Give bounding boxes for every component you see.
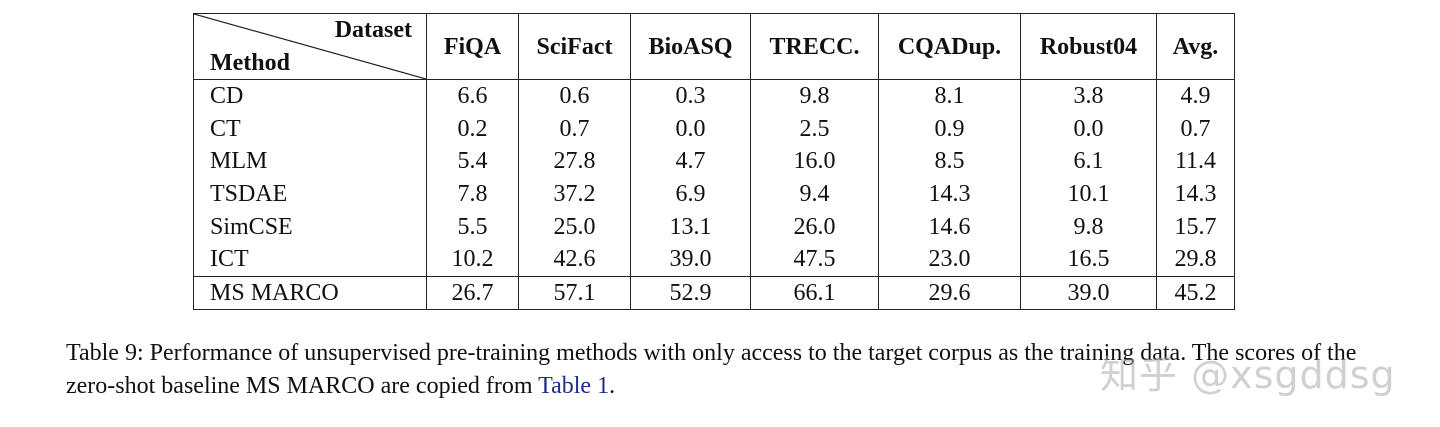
column-header: Robust04 (1020, 13, 1157, 80)
score-cell: 14.6 (878, 210, 1021, 243)
score-cell: 9.4 (750, 177, 879, 211)
column-header: BioASQ (630, 13, 751, 80)
method-cell: MLM (193, 145, 427, 178)
table-row: CD 6.6 0.6 0.3 9.8 8.1 3.8 4.9 (193, 79, 1235, 113)
score-cell: 29.8 (1156, 242, 1235, 277)
score-cell: 14.3 (878, 177, 1021, 211)
score-cell: 5.5 (426, 210, 519, 243)
score-cell: 42.6 (518, 242, 631, 277)
score-cell: 15.7 (1156, 210, 1235, 243)
score-cell: 29.6 (878, 275, 1021, 311)
caption-end: . (609, 373, 616, 399)
score-cell: 66.1 (750, 275, 879, 311)
corner-header-cell: Dataset Method (193, 13, 427, 80)
score-cell: 16.0 (750, 145, 879, 178)
score-cell: 27.8 (518, 145, 631, 178)
score-cell: 13.1 (630, 210, 751, 243)
score-cell: 16.5 (1020, 242, 1157, 277)
method-cell: MS MARCO (193, 275, 427, 311)
score-cell: 39.0 (630, 242, 751, 277)
score-cell: 26.7 (426, 275, 519, 311)
score-cell: 5.4 (426, 145, 519, 178)
watermark: 知乎 @xsgddsg (1100, 353, 1396, 397)
score-cell: 47.5 (750, 242, 879, 277)
table-row: MS MARCO 26.7 57.1 52.9 66.1 29.6 39.0 45.2 (193, 275, 1235, 311)
table-caption: Table 9: Performance of unsupervised pre… (66, 337, 1366, 403)
score-cell: 6.1 (1020, 145, 1157, 178)
method-cell: ICT (193, 242, 427, 277)
score-cell: 25.0 (518, 210, 631, 243)
column-header: TRECC. (750, 13, 879, 80)
score-cell: 0.2 (426, 112, 519, 146)
table-reference-link[interactable]: Table 1 (538, 373, 610, 399)
score-cell: 6.6 (426, 79, 519, 113)
score-cell: 10.1 (1020, 177, 1157, 211)
column-header: Avg. (1156, 13, 1235, 80)
score-cell: 10.2 (426, 242, 519, 277)
column-header: SciFact (518, 13, 631, 80)
score-cell: 0.0 (1020, 112, 1157, 146)
score-cell: 11.4 (1156, 145, 1235, 178)
score-cell: 23.0 (878, 242, 1021, 277)
score-cell: 0.7 (518, 112, 631, 146)
table-row: TSDAE 7.8 37.2 6.9 9.4 14.3 10.1 14.3 (193, 177, 1235, 211)
score-cell: 0.3 (630, 79, 751, 113)
score-cell: 39.0 (1020, 275, 1157, 311)
method-cell: CT (193, 112, 427, 146)
score-cell: 8.1 (878, 79, 1021, 113)
column-header: CQADup. (878, 13, 1021, 80)
table-body: CD 6.6 0.6 0.3 9.8 8.1 3.8 4.9 CT 0.2 0.7 0.0 2.5 0.9… (193, 79, 1235, 311)
score-cell: 0.9 (878, 112, 1021, 146)
dataset-label: Dataset (334, 17, 412, 43)
score-cell: 0.0 (630, 112, 751, 146)
results-table: Dataset Method FiQA SciFact BioASQ TRECC… (193, 13, 1235, 311)
method-cell: CD (193, 79, 427, 113)
score-cell: 52.9 (630, 275, 751, 311)
score-cell: 9.8 (1020, 210, 1157, 243)
score-cell: 0.6 (518, 79, 631, 113)
method-cell: SimCSE (193, 210, 427, 243)
score-cell: 8.5 (878, 145, 1021, 178)
score-cell: 4.9 (1156, 79, 1235, 113)
caption-text: Table 9: Performance of unsupervised pre… (66, 340, 1357, 399)
score-cell: 0.7 (1156, 112, 1235, 146)
score-cell: 7.8 (426, 177, 519, 211)
score-cell: 6.9 (630, 177, 751, 211)
score-cell: 14.3 (1156, 177, 1235, 211)
table-row: CT 0.2 0.7 0.0 2.5 0.9 0.0 0.7 (193, 112, 1235, 146)
score-cell: 2.5 (750, 112, 879, 146)
score-cell: 3.8 (1020, 79, 1157, 113)
column-header: FiQA (426, 13, 519, 80)
table-row: SimCSE 5.5 25.0 13.1 26.0 14.6 9.8 15.7 (193, 210, 1235, 243)
score-cell: 4.7 (630, 145, 751, 178)
header-row: Dataset Method FiQA SciFact BioASQ TRECC… (193, 13, 1235, 80)
score-cell: 57.1 (518, 275, 631, 311)
method-label: Method (210, 50, 290, 76)
score-cell: 37.2 (518, 177, 631, 211)
table-row: ICT 10.2 42.6 39.0 47.5 23.0 16.5 29.8 (193, 242, 1235, 277)
score-cell: 26.0 (750, 210, 879, 243)
table-row: MLM 5.4 27.8 4.7 16.0 8.5 6.1 11.4 (193, 145, 1235, 178)
method-cell: TSDAE (193, 177, 427, 211)
diagonal-divider (194, 14, 426, 79)
score-cell: 45.2 (1156, 275, 1235, 311)
score-cell: 9.8 (750, 79, 879, 113)
